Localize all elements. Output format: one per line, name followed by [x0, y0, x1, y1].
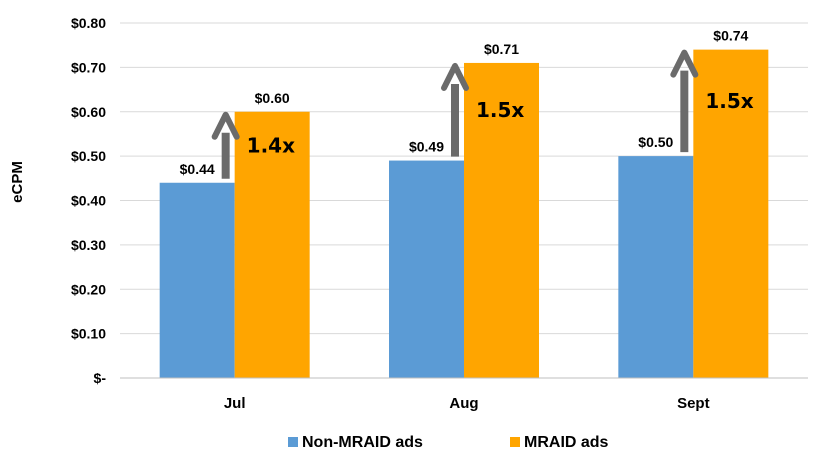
y-tick-label: $0.60: [71, 104, 106, 120]
y-tick-label: $0.20: [71, 281, 106, 297]
bar-non-mraid: [159, 182, 235, 378]
data-label: $0.74: [713, 28, 748, 44]
bar-mraid: [234, 111, 310, 378]
x-category-label: Aug: [449, 395, 478, 412]
data-label: $0.50: [638, 134, 673, 150]
bar-mraid: [693, 49, 769, 378]
y-axis-title: eCPM: [9, 161, 26, 203]
bar-non-mraid: [389, 160, 464, 378]
data-labels: $0.44 $0.60 1.4x $0.49 $0.71 1.5x $0.50 $0.74 1.…: [180, 28, 754, 177]
x-category-label: Sept: [677, 395, 710, 412]
y-tick-label: $-: [94, 370, 107, 386]
y-tick-label: $0.10: [71, 326, 106, 342]
data-label: $0.44: [180, 161, 215, 177]
data-label: $0.49: [409, 139, 444, 155]
data-label: $0.60: [255, 90, 290, 106]
growth-arrows: [211, 49, 699, 179]
bars: [159, 49, 769, 378]
y-tick-label: $0.30: [71, 237, 106, 253]
data-label: $0.71: [484, 41, 519, 57]
bar-non-mraid: [618, 156, 694, 378]
growth-arrow-head: [670, 49, 699, 78]
y-tick-label: $0.50: [71, 148, 106, 164]
multiplier-label: 1.5x: [705, 89, 753, 113]
growth-arrow-head: [211, 111, 240, 140]
bar-mraid: [464, 62, 539, 378]
multiplier-label: 1.4x: [247, 133, 295, 157]
growth-arrow-head: [441, 62, 469, 91]
multiplier-label: 1.5x: [476, 98, 524, 122]
legend-swatch: [510, 437, 520, 447]
legend-swatch: [288, 437, 298, 447]
y-tick-label: $0.70: [71, 59, 106, 75]
legend: Non-MRAID ads MRAID ads: [288, 434, 609, 451]
x-category-label: Jul: [224, 395, 246, 412]
y-tick-label: $0.40: [71, 193, 106, 209]
x-axis-categories: Jul Aug Sept: [224, 395, 710, 412]
y-axis-ticks: $- $0.10 $0.20 $0.30 $0.40 $0.50 $0.60 $0.70 $0.…: [71, 15, 106, 386]
legend-label: MRAID ads: [524, 434, 609, 451]
legend-label: Non-MRAID ads: [302, 434, 423, 451]
y-tick-label: $0.80: [71, 15, 106, 31]
